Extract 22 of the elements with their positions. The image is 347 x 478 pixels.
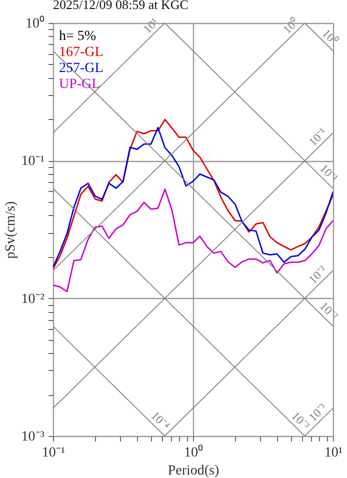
text: 167-GL — [59, 45, 104, 60]
text: 257-GL — [59, 61, 104, 76]
text: 10¹ — [140, 14, 162, 36]
y-tick-label: 10⁰ — [26, 16, 44, 32]
x-tick-label: 10¹ — [324, 446, 343, 460]
text: 10⁻¹ — [317, 161, 342, 186]
y-axis-title: pSv(cm/s) — [3, 200, 18, 259]
text: 10⁰ — [320, 26, 341, 48]
annotation: h= 5% — [59, 29, 96, 44]
y-tick-label: 10⁻¹ — [21, 154, 44, 170]
text: 10⁻² — [317, 298, 342, 323]
chart-title: 2025/12/09 08:59 at KGC — [53, 0, 188, 12]
y-tick-label: 10⁻³ — [21, 430, 44, 444]
text: 10⁻¹ — [306, 124, 330, 149]
x-tick-label: 10⁰ — [184, 444, 203, 460]
text: 10⁻² — [306, 262, 330, 287]
text: 10⁻⁴ — [148, 408, 172, 432]
text: UP-GL — [59, 77, 100, 92]
x-axis-title: Period(s) — [168, 464, 220, 478]
y-tick-label: 10⁻² — [21, 292, 44, 307]
text: 10⁰ — [280, 15, 302, 36]
x-tick-label: 10⁻¹ — [42, 446, 66, 460]
